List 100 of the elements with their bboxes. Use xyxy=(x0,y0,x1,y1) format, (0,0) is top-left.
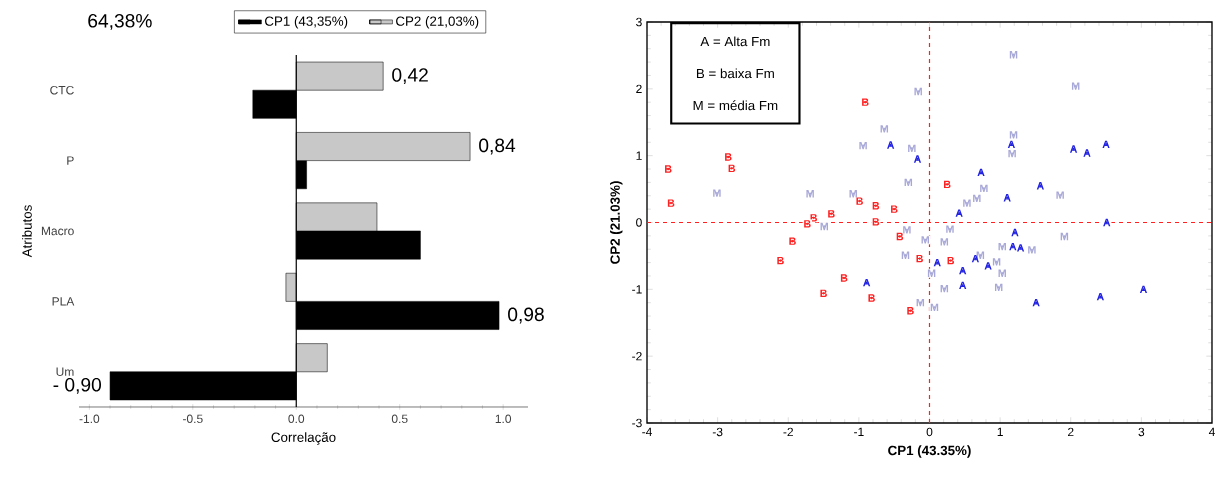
legend-label: CP2 (21,03%) xyxy=(396,16,479,29)
data-label: M xyxy=(903,226,911,234)
data-label: M xyxy=(904,178,913,187)
y-tick-label: CTC xyxy=(50,85,74,95)
data-label: 0,42 xyxy=(392,68,428,85)
data-label: A xyxy=(955,209,963,217)
x-tick-label: 0 xyxy=(926,427,933,437)
text: 64,38% xyxy=(88,13,152,30)
data-label: M xyxy=(1056,191,1064,199)
data-label: A xyxy=(1007,140,1015,148)
data-label: M xyxy=(849,190,857,198)
data-label: 0,98 xyxy=(508,307,544,324)
data-label: B xyxy=(665,165,672,173)
data-label: A xyxy=(1103,218,1111,227)
data-label: A xyxy=(959,281,967,289)
data-label: B xyxy=(840,274,848,282)
data-label: B xyxy=(891,205,898,213)
data-label: A xyxy=(1011,228,1019,237)
data-label: A xyxy=(1139,285,1148,293)
annotation: B = baixa Fm xyxy=(696,68,774,79)
data-label: A xyxy=(863,278,871,287)
data-label: A xyxy=(887,141,895,149)
data-label: A xyxy=(1036,182,1044,190)
data-label: M xyxy=(916,299,925,307)
y-axis-title: CP2 (21.03%) xyxy=(610,181,623,264)
data-label: M xyxy=(980,184,988,193)
x-tick-label: 2 xyxy=(1068,427,1074,437)
data-label: B xyxy=(916,254,923,263)
data-label: A xyxy=(1096,293,1104,301)
data-label: B xyxy=(872,202,880,210)
data-label: A xyxy=(959,266,967,275)
y-tick-label: 1 xyxy=(636,151,642,160)
data-label: A xyxy=(913,155,922,163)
data-label: M xyxy=(859,141,867,150)
data-label: M xyxy=(908,144,916,152)
data-label: M xyxy=(998,242,1006,251)
data-label: B xyxy=(828,210,835,218)
data-label: B xyxy=(667,199,675,207)
y-tick-label: -1 xyxy=(632,285,642,294)
x-tick-label: 1.0 xyxy=(495,414,512,424)
x-tick-label: 0.0 xyxy=(288,414,305,424)
data-label: B xyxy=(872,218,880,226)
data-label: M xyxy=(1028,246,1036,254)
data-label: M xyxy=(973,194,981,203)
data-label: A xyxy=(933,258,941,267)
x-tick-label: 3 xyxy=(1138,427,1145,437)
legend-label: CP1 (43,35%) xyxy=(265,16,348,29)
data-label: B xyxy=(725,153,732,161)
annotation: M = média Fm xyxy=(693,100,778,111)
x-tick-label: -2 xyxy=(783,427,793,437)
data-label: A xyxy=(1009,242,1017,251)
data-label: B xyxy=(862,98,869,106)
x-tick-label: -4 xyxy=(642,427,652,436)
x-tick-label: -3 xyxy=(712,427,723,437)
data-label: B xyxy=(856,197,863,205)
data-label: M xyxy=(946,225,954,233)
data-label: A xyxy=(1032,299,1040,307)
data-label: A xyxy=(1083,149,1091,157)
data-label: M xyxy=(963,199,971,207)
data-label: M xyxy=(921,236,929,244)
data-label: 0,84 xyxy=(479,138,516,155)
data-label: A xyxy=(1102,140,1110,148)
data-label: M xyxy=(820,222,828,231)
y-tick-label: PLA xyxy=(52,297,75,306)
data-label: B xyxy=(804,220,811,228)
data-label: M xyxy=(994,283,1003,291)
y-tick-label: Macro xyxy=(41,226,74,236)
data-label: B xyxy=(944,180,951,189)
data-label: M xyxy=(806,190,814,198)
x-tick-label: -1.0 xyxy=(79,414,100,424)
data-label: B xyxy=(868,294,875,302)
data-label: M xyxy=(901,251,910,259)
x-tick-label: 0.5 xyxy=(391,414,408,424)
data-label: M xyxy=(930,303,939,312)
data-label: M xyxy=(713,189,721,197)
data-label: A xyxy=(984,262,992,270)
y-tick-label: 0 xyxy=(636,218,642,227)
x-tick-label: 4 xyxy=(1208,427,1215,436)
data-label: B xyxy=(907,307,914,315)
data-label: A xyxy=(1003,194,1011,202)
y-tick-label: -2 xyxy=(632,351,642,361)
data-label: - 0,90 xyxy=(53,377,102,394)
data-label: M xyxy=(992,258,1001,266)
y-tick-label: Um xyxy=(56,367,74,376)
data-label: M xyxy=(940,238,949,246)
data-label: M xyxy=(880,125,889,133)
data-label: M xyxy=(927,269,936,277)
data-label: M xyxy=(1008,149,1016,158)
data-label: M xyxy=(998,269,1006,277)
data-label: M xyxy=(1009,51,1018,59)
y-tick-label: P xyxy=(67,156,74,165)
annotation: A = Alta Fm xyxy=(700,36,770,47)
data-label: M xyxy=(1060,232,1069,241)
data-label: B xyxy=(820,289,827,297)
data-label: B xyxy=(947,256,955,265)
data-label: M xyxy=(1009,131,1018,139)
x-axis-title: Correlação xyxy=(271,432,336,445)
data-label: A xyxy=(977,168,985,177)
data-label: B xyxy=(789,237,796,245)
data-label: B xyxy=(777,256,784,265)
